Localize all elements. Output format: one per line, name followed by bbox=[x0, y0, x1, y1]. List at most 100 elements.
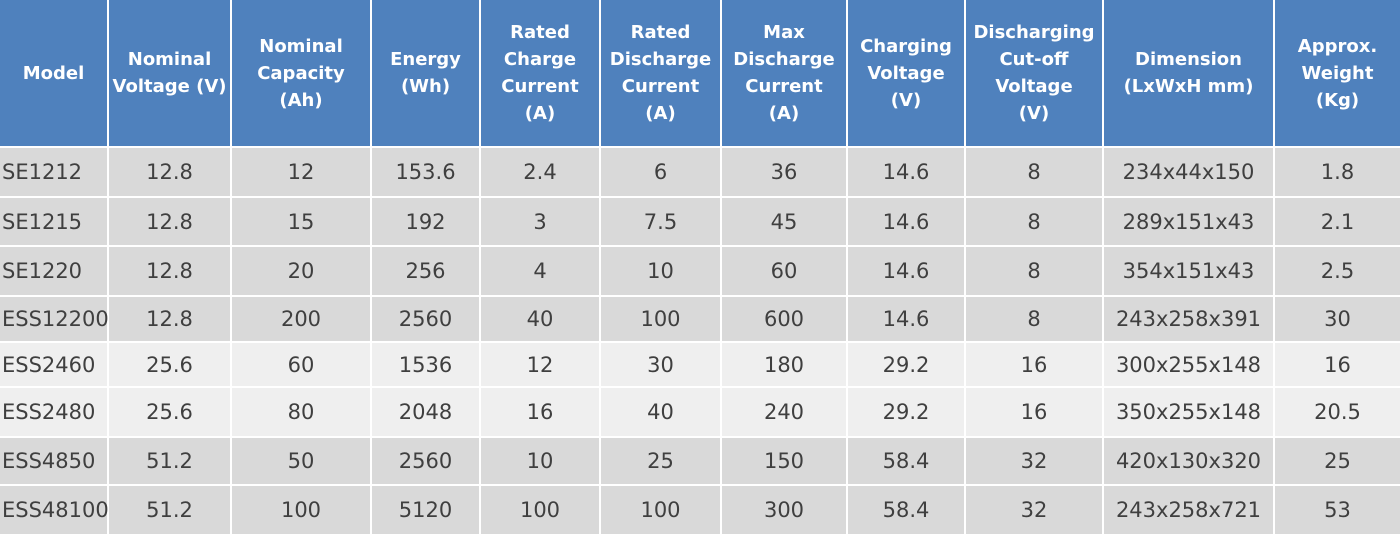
cell-rated-charge-current: 40 bbox=[480, 296, 601, 343]
table-body: SE1212 12.8 12 153.6 2.4 6 36 14.6 8 234x44x150 1.… bbox=[0, 147, 1400, 536]
cell-discharging-cutoff-voltage: 8 bbox=[965, 197, 1104, 247]
cell-charging-voltage: 29.2 bbox=[847, 387, 966, 438]
cell-max-discharge-current: 300 bbox=[721, 485, 848, 536]
cell-energy: 192 bbox=[371, 197, 481, 247]
header-discharging-cutoff-voltage: Discharging Cut-off Voltage (V) bbox=[965, 0, 1104, 148]
cell-nominal-capacity: 80 bbox=[231, 387, 372, 438]
cell-max-discharge-current: 180 bbox=[721, 342, 848, 388]
cell-max-discharge-current: 150 bbox=[721, 437, 848, 486]
cell-approx-weight: 20.5 bbox=[1274, 387, 1400, 438]
cell-nominal-voltage: 12.8 bbox=[108, 147, 232, 198]
cell-max-discharge-current: 240 bbox=[721, 387, 848, 438]
table-row: ESS2480 25.6 80 2048 16 40 240 29.2 16 350x255x14… bbox=[0, 387, 1400, 438]
cell-approx-weight: 1.8 bbox=[1274, 147, 1400, 198]
cell-model: SE1212 bbox=[0, 147, 109, 198]
cell-max-discharge-current: 45 bbox=[721, 197, 848, 247]
header-rated-discharge-current: Rated Discharge Current (A) bbox=[600, 0, 722, 148]
cell-rated-discharge-current: 7.5 bbox=[600, 197, 722, 247]
cell-nominal-voltage: 25.6 bbox=[108, 342, 232, 388]
cell-energy: 5120 bbox=[371, 485, 481, 536]
cell-dimension: 354x151x43 bbox=[1103, 246, 1275, 297]
cell-rated-charge-current: 100 bbox=[480, 485, 601, 536]
cell-discharging-cutoff-voltage: 16 bbox=[965, 342, 1104, 388]
cell-dimension: 234x44x150 bbox=[1103, 147, 1275, 198]
cell-nominal-capacity: 15 bbox=[231, 197, 372, 247]
cell-charging-voltage: 58.4 bbox=[847, 437, 966, 486]
cell-charging-voltage: 14.6 bbox=[847, 296, 966, 343]
cell-nominal-voltage: 25.6 bbox=[108, 387, 232, 438]
header-nominal-capacity: Nominal Capacity (Ah) bbox=[231, 0, 372, 148]
header-max-discharge-current: Max Discharge Current (A) bbox=[721, 0, 848, 148]
cell-energy: 153.6 bbox=[371, 147, 481, 198]
header-model: Model bbox=[0, 0, 109, 148]
cell-nominal-capacity: 12 bbox=[231, 147, 372, 198]
cell-model: ESS2460 bbox=[0, 342, 109, 388]
cell-max-discharge-current: 36 bbox=[721, 147, 848, 198]
cell-max-discharge-current: 600 bbox=[721, 296, 848, 343]
table-row: ESS4850 51.2 50 2560 10 25 150 58.4 32 420x130x32… bbox=[0, 437, 1400, 486]
cell-charging-voltage: 29.2 bbox=[847, 342, 966, 388]
cell-discharging-cutoff-voltage: 8 bbox=[965, 246, 1104, 297]
cell-energy: 1536 bbox=[371, 342, 481, 388]
cell-rated-charge-current: 2.4 bbox=[480, 147, 601, 198]
cell-rated-charge-current: 12 bbox=[480, 342, 601, 388]
cell-dimension: 243x258x391 bbox=[1103, 296, 1275, 343]
cell-rated-charge-current: 10 bbox=[480, 437, 601, 486]
cell-dimension: 350x255x148 bbox=[1103, 387, 1275, 438]
cell-charging-voltage: 14.6 bbox=[847, 246, 966, 297]
cell-approx-weight: 2.1 bbox=[1274, 197, 1400, 247]
cell-model: ESS48100 bbox=[0, 485, 109, 536]
table-row: SE1220 12.8 20 256 4 10 60 14.6 8 354x151x43 2.5 bbox=[0, 246, 1400, 297]
cell-approx-weight: 53 bbox=[1274, 485, 1400, 536]
cell-dimension: 243x258x721 bbox=[1103, 485, 1275, 536]
cell-rated-charge-current: 16 bbox=[480, 387, 601, 438]
cell-rated-charge-current: 3 bbox=[480, 197, 601, 247]
cell-nominal-capacity: 100 bbox=[231, 485, 372, 536]
header-energy: Energy (Wh) bbox=[371, 0, 481, 148]
cell-nominal-voltage: 12.8 bbox=[108, 296, 232, 343]
cell-charging-voltage: 58.4 bbox=[847, 485, 966, 536]
cell-charging-voltage: 14.6 bbox=[847, 147, 966, 198]
cell-rated-discharge-current: 100 bbox=[600, 296, 722, 343]
cell-model: SE1220 bbox=[0, 246, 109, 297]
cell-approx-weight: 25 bbox=[1274, 437, 1400, 486]
cell-energy: 2560 bbox=[371, 437, 481, 486]
cell-max-discharge-current: 60 bbox=[721, 246, 848, 297]
cell-nominal-capacity: 60 bbox=[231, 342, 372, 388]
table-row: SE1215 12.8 15 192 3 7.5 45 14.6 8 289x151x43 2.1 bbox=[0, 197, 1400, 247]
table-row: ESS12200 12.8 200 2560 40 100 600 14.6 8 243x258x… bbox=[0, 296, 1400, 343]
cell-model: ESS2480 bbox=[0, 387, 109, 438]
cell-nominal-capacity: 20 bbox=[231, 246, 372, 297]
cell-rated-discharge-current: 25 bbox=[600, 437, 722, 486]
header-dimension: Dimension (LxWxH mm) bbox=[1103, 0, 1275, 148]
cell-nominal-voltage: 12.8 bbox=[108, 197, 232, 247]
header-nominal-voltage: Nominal Voltage (V) bbox=[108, 0, 232, 148]
cell-charging-voltage: 14.6 bbox=[847, 197, 966, 247]
cell-approx-weight: 30 bbox=[1274, 296, 1400, 343]
header-rated-charge-current: Rated Charge Current (A) bbox=[480, 0, 601, 148]
header-charging-voltage: Charging Voltage (V) bbox=[847, 0, 966, 148]
cell-nominal-voltage: 51.2 bbox=[108, 485, 232, 536]
table-row: ESS48100 51.2 100 5120 100 100 300 58.4 32 243x25… bbox=[0, 485, 1400, 536]
cell-discharging-cutoff-voltage: 8 bbox=[965, 296, 1104, 343]
cell-dimension: 300x255x148 bbox=[1103, 342, 1275, 388]
header-approx-weight: Approx. Weight (Kg) bbox=[1274, 0, 1400, 148]
cell-discharging-cutoff-voltage: 32 bbox=[965, 437, 1104, 486]
cell-nominal-voltage: 51.2 bbox=[108, 437, 232, 486]
cell-rated-discharge-current: 10 bbox=[600, 246, 722, 297]
cell-energy: 2048 bbox=[371, 387, 481, 438]
cell-dimension: 420x130x320 bbox=[1103, 437, 1275, 486]
cell-approx-weight: 2.5 bbox=[1274, 246, 1400, 297]
table-row: ESS2460 25.6 60 1536 12 30 180 29.2 16 300x255x14… bbox=[0, 342, 1400, 388]
cell-model: ESS12200 bbox=[0, 296, 109, 343]
cell-discharging-cutoff-voltage: 32 bbox=[965, 485, 1104, 536]
cell-energy: 256 bbox=[371, 246, 481, 297]
cell-rated-discharge-current: 30 bbox=[600, 342, 722, 388]
cell-rated-discharge-current: 100 bbox=[600, 485, 722, 536]
cell-model: ESS4850 bbox=[0, 437, 109, 486]
cell-energy: 2560 bbox=[371, 296, 481, 343]
cell-rated-discharge-current: 6 bbox=[600, 147, 722, 198]
cell-approx-weight: 16 bbox=[1274, 342, 1400, 388]
cell-dimension: 289x151x43 bbox=[1103, 197, 1275, 247]
